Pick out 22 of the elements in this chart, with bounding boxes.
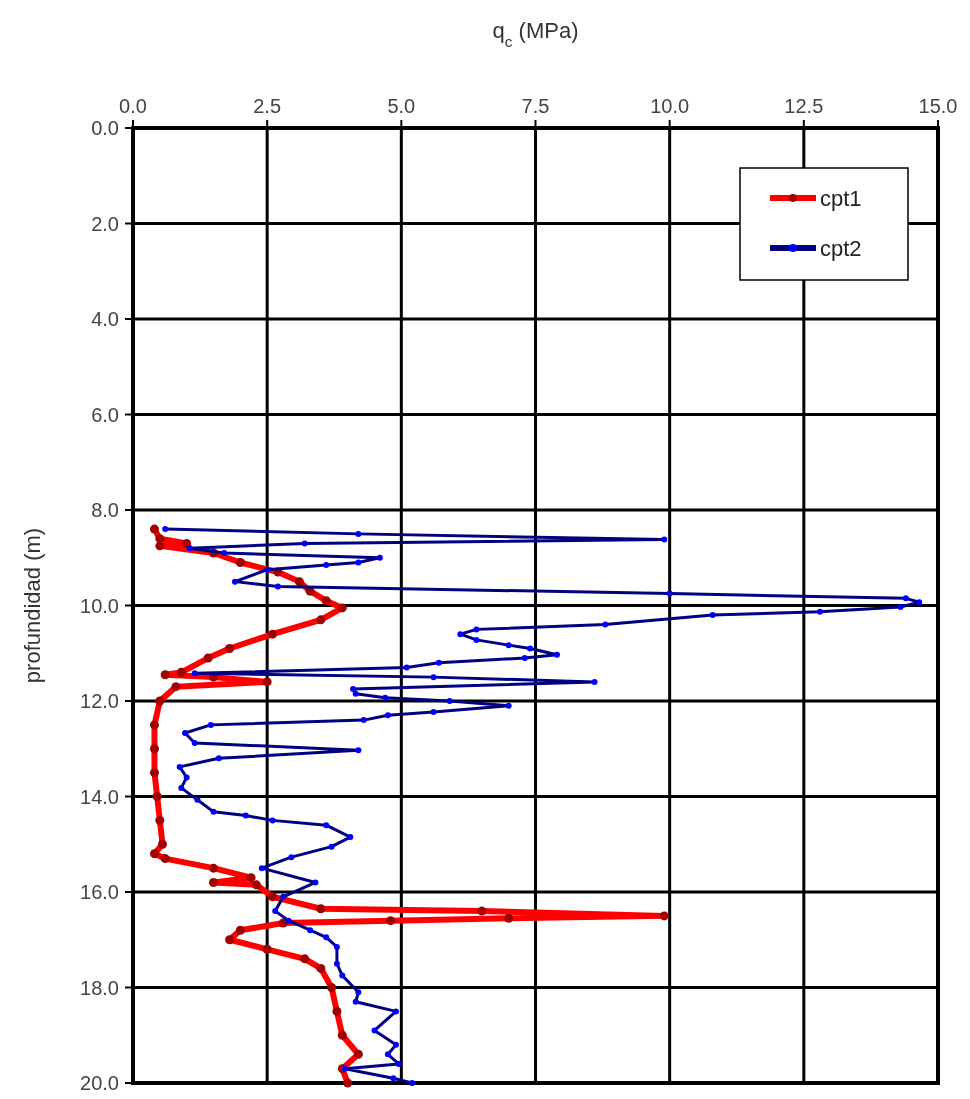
y-tick-label: 16.0 xyxy=(80,881,119,903)
y-tick-label: 8.0 xyxy=(91,499,119,521)
y-tick-label: 12.0 xyxy=(80,690,119,712)
x-tick-label: 10.0 xyxy=(650,95,690,117)
y-tick-label: 18.0 xyxy=(80,976,119,999)
x-tick-label: 5.0 xyxy=(387,95,416,117)
x-tick-label: 7.5 xyxy=(521,95,550,117)
legend-label: cpt2 xyxy=(820,236,862,261)
x-tick-label: 12.5 xyxy=(784,95,824,117)
x-tick-label: 0.0 xyxy=(119,95,147,117)
y-axis-title: profundidad (m) xyxy=(20,527,45,684)
y-tick-label: 20.0 xyxy=(80,1072,119,1094)
x-axis-title: q$_{c}$ (MPa) xyxy=(492,18,579,50)
y-tick-label: 6.0 xyxy=(91,403,119,426)
y-tick-label: 2.0 xyxy=(91,212,119,235)
y-tick-label: 10.0 xyxy=(80,594,119,617)
x-tick-label: 2.5 xyxy=(253,95,282,117)
x-tick-label: 15.0 xyxy=(918,95,958,117)
legend-label: cpt1 xyxy=(820,186,862,211)
y-tick-label: 0.0 xyxy=(91,117,119,139)
y-tick-label: 14.0 xyxy=(80,785,119,808)
y-tick-label: 4.0 xyxy=(91,308,119,330)
